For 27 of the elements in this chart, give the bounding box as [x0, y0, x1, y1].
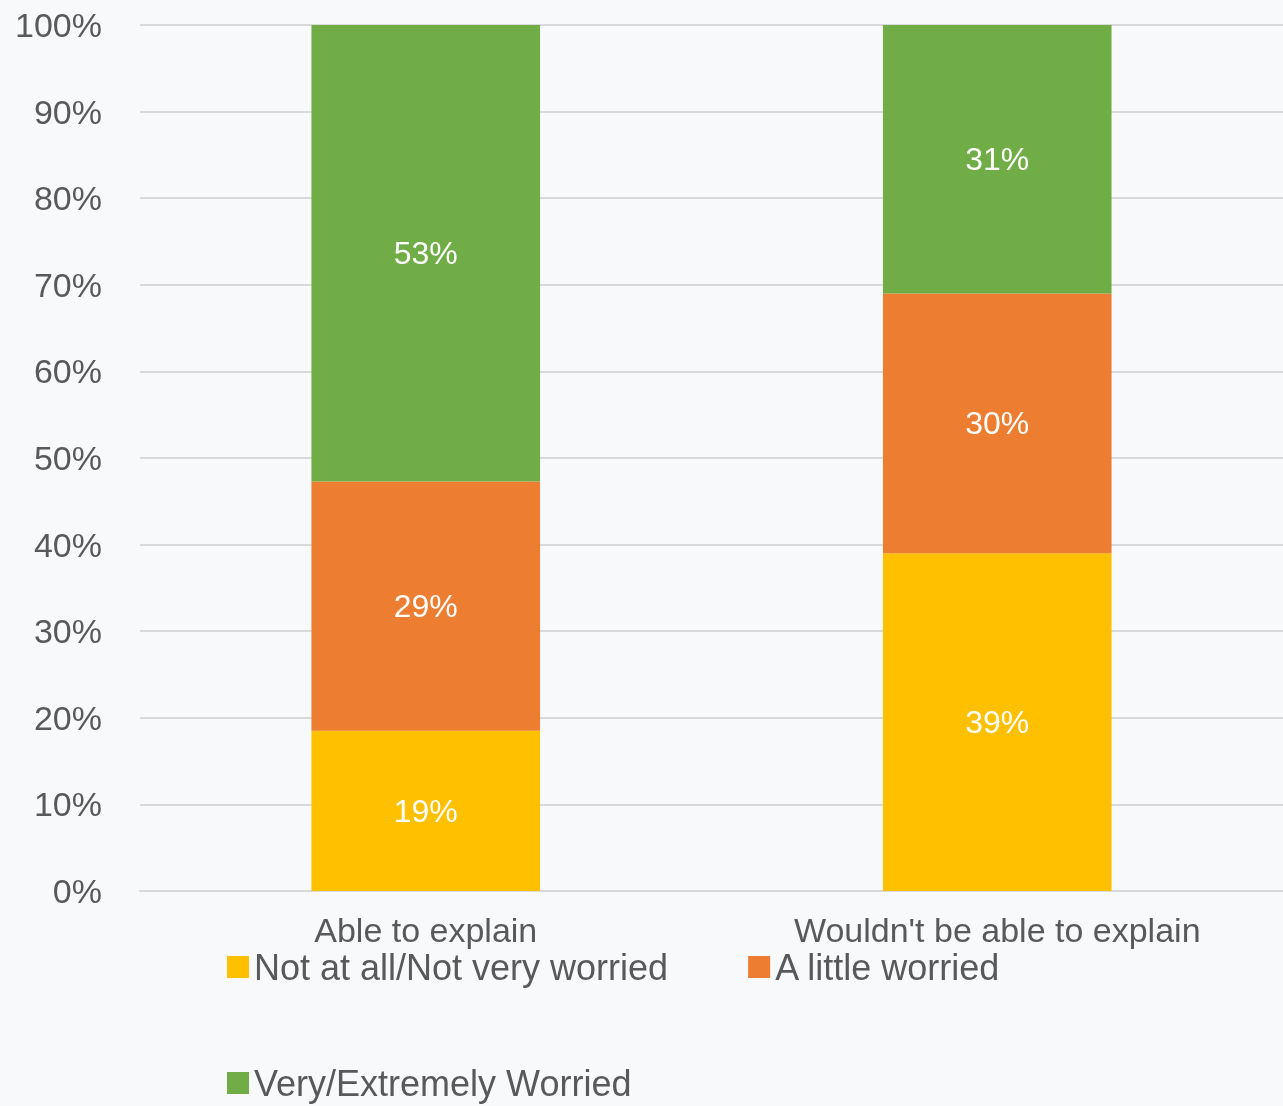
x-tick-label: Able to explain	[314, 911, 538, 949]
y-tick-label: 10%	[33, 785, 102, 824]
data-label: 30%	[965, 405, 1030, 442]
x-tick-label: Wouldn't be able to explain	[793, 911, 1201, 949]
legend-label: Very/Extremely Worried	[254, 1062, 632, 1104]
y-tick-label: 50%	[33, 439, 102, 477]
bar	[311, 730, 541, 891]
bar	[882, 293, 1112, 554]
y-tick-label: 0%	[52, 872, 102, 910]
data-label: 53%	[393, 235, 458, 272]
y-tick-label: 70%	[33, 265, 102, 304]
y-tick-label: 20%	[33, 698, 102, 737]
y-tick-label: 40%	[33, 525, 102, 564]
y-tick-label: 60%	[33, 352, 102, 391]
data-label: 31%	[965, 141, 1030, 178]
bar	[882, 25, 1112, 294]
legend-label: A little worried	[775, 946, 1000, 988]
y-tick-label: 90%	[33, 92, 102, 131]
y-tick-label: 80%	[33, 179, 102, 218]
y-tick-label: 30%	[33, 612, 102, 651]
bar	[311, 481, 541, 731]
bar	[882, 553, 1112, 891]
data-label: 19%	[393, 792, 458, 829]
bar	[311, 25, 541, 482]
y-tick-label: 100%	[15, 6, 102, 44]
data-label: 39%	[965, 704, 1030, 741]
data-label: 29%	[393, 588, 458, 625]
